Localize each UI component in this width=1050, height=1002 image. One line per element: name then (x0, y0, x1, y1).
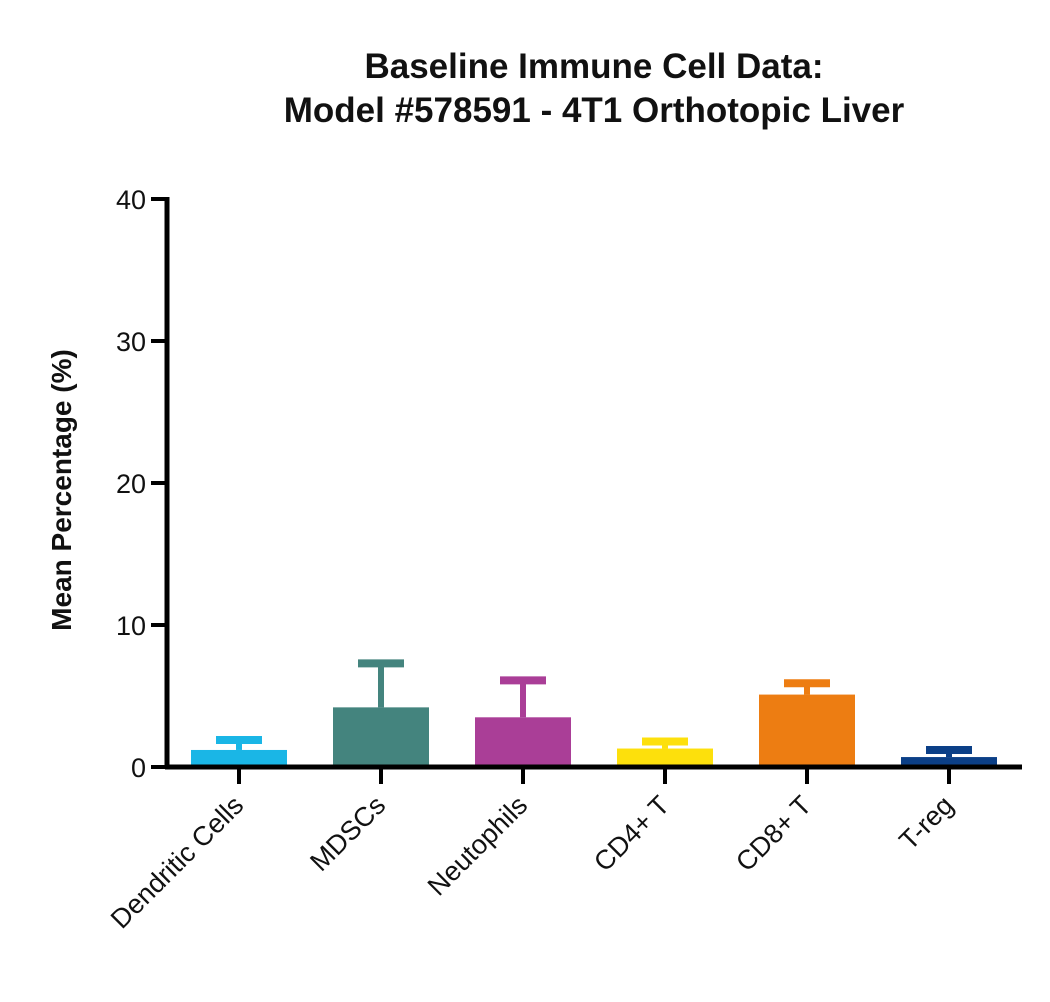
y-tick-label-3: 30 (116, 327, 146, 357)
x-tick-label-0: Dendritic Cells (105, 790, 249, 934)
bar-3 (617, 748, 713, 767)
x-axis-ticks: Dendritic Cells MDSCs Neutophils CD4+ T CD8+… (105, 767, 959, 934)
y-tick-label-4: 40 (116, 185, 146, 215)
x-tick-label-4: CD8+ T (730, 790, 817, 877)
x-tick-label-1: MDSCs (304, 790, 391, 877)
axes-group (164, 197, 1022, 770)
y-axis-ticks: 0 10 20 30 40 (116, 185, 167, 783)
x-tick-label-3: CD4+ T (588, 790, 675, 877)
y-axis-label: Mean Percentage (%) (46, 349, 77, 631)
bar-0 (191, 749, 287, 767)
error-bars-group (216, 659, 972, 758)
bars-group (191, 694, 997, 767)
y-tick-label-2: 20 (116, 469, 146, 499)
x-tick-label-5: T-reg (893, 790, 959, 856)
chart-title-line2: Model #578591 - 4T1 Orthotopic Liver (284, 91, 905, 130)
bar-2 (475, 717, 571, 767)
bar-5 (901, 757, 997, 767)
y-tick-label-1: 10 (116, 611, 146, 641)
y-tick-label-0: 0 (131, 753, 146, 783)
bar-4 (759, 694, 855, 767)
chart-title-line1: Baseline Immune Cell Data: (364, 47, 823, 86)
x-tick-label-2: Neutophils (422, 790, 533, 901)
bar-1 (333, 707, 429, 767)
